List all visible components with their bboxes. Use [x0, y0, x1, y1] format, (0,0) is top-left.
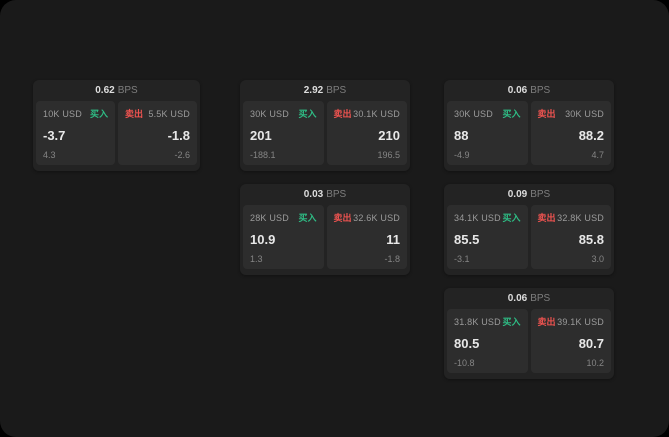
spread-header: 0.03 BPS: [243, 184, 407, 205]
spread-header: 0.06 BPS: [447, 288, 611, 309]
spread-value: 2.92: [303, 85, 324, 96]
sell-delta: -1.8: [384, 254, 400, 264]
sell-size: 30.1K USD: [353, 108, 400, 119]
buy-panel[interactable]: 34.1K USD 买入 85.5 -3.1: [447, 205, 528, 269]
sell-delta: 4.7: [591, 150, 604, 160]
sell-delta: -2.6: [174, 150, 190, 160]
spread-header: 0.62 BPS: [36, 80, 197, 101]
quote-card: 2.92 BPS 30K USD 买入 201 -188.1 卖出 30.1K …: [240, 80, 410, 171]
quote-card: 0.06 BPS 30K USD 买入 88 -4.9 卖出 30K USD 8…: [444, 80, 614, 171]
sell-price: -1.8: [167, 127, 190, 143]
sell-size: 30K USD: [565, 108, 604, 119]
buy-label: 买入: [502, 109, 521, 119]
sell-price: 11: [386, 231, 400, 247]
sell-panel[interactable]: 卖出 32.6K USD 11 -1.8: [326, 205, 407, 269]
sell-label: 卖出: [537, 109, 556, 119]
quote-card: 0.06 BPS 31.8K USD 买入 80.5 -10.8 卖出 39.1…: [444, 288, 614, 379]
buy-delta: -188.1: [250, 150, 276, 160]
sell-label: 卖出: [333, 213, 352, 223]
sell-panel[interactable]: 卖出 5.5K USD -1.8 -2.6: [118, 101, 197, 165]
sell-label: 卖出: [125, 109, 144, 119]
buy-price: 201: [250, 127, 272, 143]
sell-price: 85.8: [578, 231, 604, 247]
buy-size: 10K USD: [43, 108, 82, 119]
buy-delta: 1.3: [250, 254, 263, 264]
sell-price: 80.7: [578, 335, 604, 351]
sell-price: 88.2: [578, 127, 604, 143]
sell-label: 卖出: [537, 317, 556, 327]
buy-label: 买入: [89, 109, 108, 119]
sell-panel[interactable]: 卖出 39.1K USD 80.7 10.2: [530, 309, 611, 373]
buy-price: 80.5: [454, 335, 480, 351]
buy-size: 34.1K USD: [454, 212, 501, 223]
spread-header: 0.06 BPS: [447, 80, 611, 101]
spread-value: 0.03: [303, 189, 324, 200]
sell-price: 210: [378, 127, 400, 143]
spread-unit: BPS: [326, 189, 347, 200]
sell-delta: 3.0: [591, 254, 604, 264]
spread-value: 0.06: [507, 293, 528, 304]
sell-label: 卖出: [537, 213, 556, 223]
buy-panel[interactable]: 28K USD 买入 10.9 1.3: [243, 205, 324, 269]
buy-delta: -4.9: [454, 150, 470, 160]
quote-card: 0.09 BPS 34.1K USD 买入 85.5 -3.1 卖出 32.8K…: [444, 184, 614, 275]
spread-value: 0.62: [95, 85, 115, 96]
buy-price: -3.7: [43, 127, 66, 143]
sell-panel[interactable]: 卖出 30.1K USD 210 196.5: [326, 101, 407, 165]
buy-price: 85.5: [454, 231, 480, 247]
sell-panel[interactable]: 卖出 30K USD 88.2 4.7: [530, 101, 611, 165]
buy-size: 31.8K USD: [454, 316, 501, 327]
sell-size: 32.6K USD: [353, 212, 400, 223]
buy-label: 买入: [502, 317, 521, 327]
spread-value: 0.06: [507, 85, 528, 96]
spread-unit: BPS: [530, 189, 551, 200]
spread-unit: BPS: [117, 85, 138, 96]
buy-price: 10.9: [250, 231, 276, 247]
buy-size: 30K USD: [250, 108, 289, 119]
sell-size: 5.5K USD: [148, 108, 190, 119]
buy-panel[interactable]: 30K USD 买入 201 -188.1: [243, 101, 324, 165]
buy-delta: -3.1: [454, 254, 470, 264]
quote-card: 0.03 BPS 28K USD 买入 10.9 1.3 卖出 32.6K US…: [240, 184, 410, 275]
sell-size: 39.1K USD: [557, 316, 604, 327]
buy-size: 30K USD: [454, 108, 493, 119]
sell-label: 卖出: [333, 109, 352, 119]
buy-delta: 4.3: [43, 150, 56, 160]
spread-unit: BPS: [530, 293, 551, 304]
quote-card: 0.62 BPS 10K USD 买入 -3.7 4.3 卖出 5.5K USD…: [33, 80, 200, 171]
buy-delta: -10.8: [454, 358, 475, 368]
spread-header: 2.92 BPS: [243, 80, 407, 101]
sell-size: 32.8K USD: [557, 212, 604, 223]
spread-header: 0.09 BPS: [447, 184, 611, 205]
sell-delta: 10.2: [586, 358, 604, 368]
spread-value: 0.09: [507, 189, 528, 200]
buy-panel[interactable]: 30K USD 买入 88 -4.9: [447, 101, 528, 165]
sell-delta: 196.5: [377, 150, 400, 160]
spread-unit: BPS: [530, 85, 551, 96]
spread-unit: BPS: [326, 85, 347, 96]
buy-panel[interactable]: 31.8K USD 买入 80.5 -10.8: [447, 309, 528, 373]
sell-panel[interactable]: 卖出 32.8K USD 85.8 3.0: [530, 205, 611, 269]
buy-price: 88: [454, 127, 469, 143]
buy-label: 买入: [298, 213, 317, 223]
buy-panel[interactable]: 10K USD 买入 -3.7 4.3: [36, 101, 115, 165]
buy-label: 买入: [502, 213, 521, 223]
buy-label: 买入: [298, 109, 317, 119]
buy-size: 28K USD: [250, 212, 289, 223]
